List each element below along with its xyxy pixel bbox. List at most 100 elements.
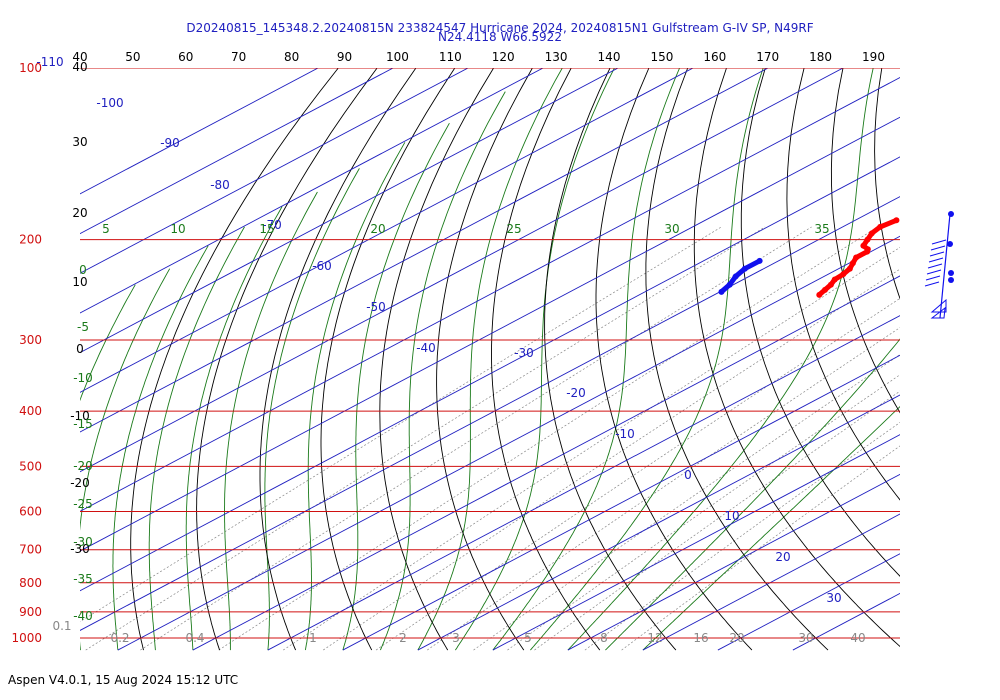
trace-dewpoint bbox=[718, 258, 763, 295]
wind-barb-tick bbox=[924, 281, 940, 287]
isotherm-label: -110 bbox=[36, 55, 63, 69]
dry-adiabat-40 bbox=[544, 68, 677, 651]
trace-point-temperature bbox=[816, 291, 823, 298]
moist-adiabat-40 bbox=[642, 405, 900, 651]
isobar-label-700: 700 bbox=[19, 543, 42, 557]
dry-adiabat-10 bbox=[379, 68, 495, 651]
dry-adiabat-label: 40 bbox=[72, 60, 87, 74]
moist-adiabat-10 bbox=[417, 68, 563, 651]
moist-adiabat-20 bbox=[492, 68, 681, 651]
moist-adiabat-top-label: 20 bbox=[370, 222, 385, 236]
dry-adiabat-20 bbox=[436, 68, 533, 651]
isotherm--120 bbox=[80, 68, 544, 314]
moist-adiabat-label: -25 bbox=[73, 497, 93, 511]
isobar-label-900: 900 bbox=[19, 605, 42, 619]
top-scale-label: 90 bbox=[337, 50, 352, 64]
isotherm-label: -90 bbox=[160, 136, 180, 150]
isotherm-label: 20 bbox=[775, 550, 790, 564]
moist-adiabat-label: -40 bbox=[73, 609, 93, 623]
mixing-ratio-label: 0.4 bbox=[185, 631, 204, 645]
isotherm--20 bbox=[192, 275, 900, 651]
mixing-ratio-12 bbox=[473, 354, 900, 651]
chart-title: D20240815_145348.2.20240815N 233824547 H… bbox=[186, 21, 814, 35]
wind-barb-tick bbox=[929, 251, 945, 257]
moist-adiabat--15 bbox=[224, 191, 318, 651]
dry-adiabat-label: 10 bbox=[72, 275, 87, 289]
trace-point-dewpoint bbox=[726, 281, 733, 288]
mixing-ratio-1 bbox=[218, 226, 878, 651]
dry-adiabat-100 bbox=[830, 68, 900, 414]
top-scale-label: 150 bbox=[650, 50, 673, 64]
isotherm-label: -80 bbox=[210, 178, 230, 192]
isobar-label-800: 800 bbox=[19, 576, 42, 590]
isotherm--90 bbox=[80, 68, 769, 433]
trace-point-temperature bbox=[860, 242, 867, 249]
dry-adiabat-0 bbox=[320, 68, 456, 651]
mixing-ratio-40 bbox=[621, 445, 900, 651]
dry-adiabat-50 bbox=[595, 68, 753, 651]
trace-point-temperature bbox=[864, 236, 871, 243]
trace-point-temperature bbox=[853, 254, 860, 261]
mixing-ratio-label: 30 bbox=[798, 631, 813, 645]
wind-pennant bbox=[930, 298, 947, 313]
mixing-ratio-8 bbox=[426, 327, 900, 651]
isotherm--30 bbox=[117, 235, 900, 651]
wind-barb-tick bbox=[930, 245, 946, 251]
moist-adiabat-0 bbox=[342, 122, 450, 651]
dry-adiabat--30 bbox=[130, 68, 339, 651]
isotherm--80 bbox=[80, 68, 844, 473]
isobar-label-500: 500 bbox=[19, 459, 42, 473]
wind-barb-tick bbox=[931, 239, 947, 245]
mixing-ratio-label: 16 bbox=[693, 631, 708, 645]
top-scale-label: 190 bbox=[862, 50, 885, 64]
isotherm-label: -60 bbox=[312, 259, 332, 273]
top-scale-label: 60 bbox=[178, 50, 193, 64]
dry-adiabat-label: -10 bbox=[70, 409, 90, 423]
moist-adiabat-top-label: 25 bbox=[506, 222, 521, 236]
moist-adiabat-top-label: 30 bbox=[664, 222, 679, 236]
top-scale-label: 160 bbox=[703, 50, 726, 64]
mixing-ratio-label: 20 bbox=[729, 631, 744, 645]
moist-adiabat-top-label: 15 bbox=[259, 222, 274, 236]
isotherm-30 bbox=[567, 473, 900, 651]
wind-dot bbox=[948, 270, 954, 276]
isobar-label-100: 100 bbox=[19, 61, 42, 75]
isotherm-label: -70 bbox=[262, 218, 282, 232]
moist-adiabat--40 bbox=[80, 284, 136, 402]
moist-adiabat-label: -15 bbox=[73, 417, 93, 431]
trace-point-temperature bbox=[822, 286, 829, 293]
isotherm--150 bbox=[80, 68, 319, 195]
isotherm-label: -20 bbox=[566, 386, 586, 400]
wind-barb-tick bbox=[927, 263, 943, 269]
isobar-label-600: 600 bbox=[19, 505, 42, 519]
chart-subtitle: N24.4118 W66.5922 bbox=[438, 30, 562, 44]
mixing-ratio-label: 12 bbox=[647, 631, 662, 645]
dry-adiabat-label: 30 bbox=[72, 135, 87, 149]
trace-point-temperature bbox=[849, 260, 856, 267]
moist-adiabat-top-label: 35 bbox=[814, 222, 829, 236]
wind-dot bbox=[948, 211, 954, 217]
isotherm-20 bbox=[492, 434, 900, 651]
moist-adiabat--30 bbox=[112, 245, 209, 651]
isobar-label-1000: 1000 bbox=[11, 631, 42, 645]
moist-adiabat--10 bbox=[264, 168, 360, 651]
moist-adiabat-label: 0 bbox=[79, 263, 87, 277]
dry-adiabat-label: 0 bbox=[76, 342, 84, 356]
isotherm-60 bbox=[792, 592, 900, 651]
mixing-ratio-16 bbox=[507, 374, 900, 651]
top-scale-label: 180 bbox=[809, 50, 832, 64]
trace-point-temperature bbox=[827, 281, 834, 288]
dry-adiabat-70 bbox=[693, 68, 900, 648]
trace-point-dewpoint bbox=[718, 288, 725, 295]
trace-point-temperature bbox=[840, 271, 847, 278]
mixing-ratio-5 bbox=[375, 297, 900, 651]
mixing-ratio-30 bbox=[584, 422, 900, 651]
mixing-ratio-2 bbox=[283, 246, 900, 651]
dry-adiabat-130 bbox=[958, 42, 1000, 650]
dry-adiabat-60 bbox=[645, 68, 829, 651]
moist-adiabat-label: -5 bbox=[77, 320, 89, 334]
moist-adiabat-label: -20 bbox=[73, 459, 93, 473]
isotherm-10 bbox=[417, 394, 900, 651]
dry-adiabat--10 bbox=[259, 68, 417, 651]
